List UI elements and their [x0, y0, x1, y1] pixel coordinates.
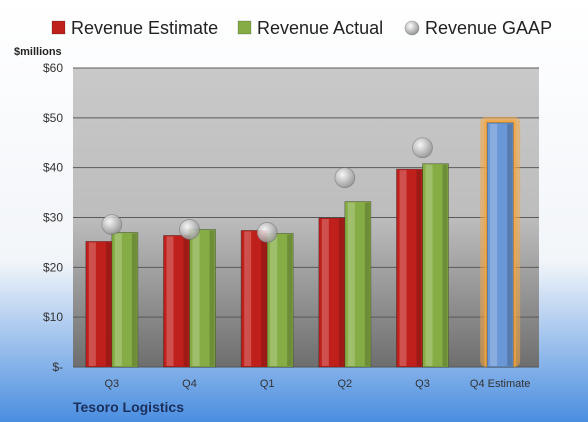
gaap-point — [334, 167, 356, 189]
bar-actual — [111, 232, 139, 368]
y-tick-label: $10 — [43, 310, 63, 324]
bar-estimate — [240, 230, 268, 368]
x-tick-label: Q4 Estimate — [470, 378, 531, 390]
gaap-point — [256, 222, 278, 243]
x-tick-label: Q4 — [182, 378, 197, 390]
gaap-point — [412, 137, 433, 159]
legend-item: Revenue GAAP — [404, 18, 552, 38]
y-axis: $- $10 $20 $30 $40 $50 $60 — [43, 61, 63, 374]
y-axis-unit-label: $millions — [14, 46, 62, 58]
legend-label: Revenue Estimate — [71, 18, 218, 38]
bar-estimate-forecast — [486, 122, 514, 368]
gridlines — [73, 67, 539, 368]
bar-actual — [189, 229, 216, 368]
bar-estimate — [163, 235, 190, 368]
gaap-point — [179, 219, 200, 240]
gaap-point — [101, 214, 123, 235]
legend-label: Revenue Actual — [257, 18, 383, 38]
legend-label: Revenue GAAP — [425, 18, 552, 38]
bar-actual — [266, 233, 294, 368]
bar-estimate — [85, 241, 113, 368]
y-tick-label: $40 — [43, 161, 63, 175]
bar-estimate — [396, 168, 423, 368]
y-tick-label: $20 — [43, 260, 63, 274]
legend-swatch — [237, 20, 252, 35]
y-tick-label: $- — [52, 360, 63, 374]
x-tick-label: Q3 — [415, 378, 430, 390]
gaap-points-group — [101, 137, 433, 243]
x-tick-label: Q1 — [260, 378, 275, 390]
legend-swatch — [51, 20, 66, 35]
x-axis: Q3 Q4 Q1 Q2 Q3 Q4 Estimate — [104, 378, 530, 390]
y-tick-label: $30 — [43, 211, 63, 225]
legend-swatch — [404, 20, 420, 36]
x-tick-label: Q2 — [337, 378, 352, 390]
bar-actual — [344, 201, 372, 368]
legend: Revenue Estimate Revenue Actual Revenue GA… — [51, 18, 552, 38]
bar-actual — [422, 163, 449, 368]
y-tick-label: $50 — [43, 111, 63, 125]
y-tick-label: $60 — [43, 61, 63, 75]
bar-estimate — [318, 217, 346, 368]
bars-group — [85, 116, 521, 368]
x-tick-label: Q3 — [104, 378, 119, 390]
company-title: Tesoro Logistics — [73, 399, 184, 415]
legend-item: Revenue Estimate — [51, 18, 218, 38]
legend-item: Revenue Actual — [237, 18, 383, 38]
